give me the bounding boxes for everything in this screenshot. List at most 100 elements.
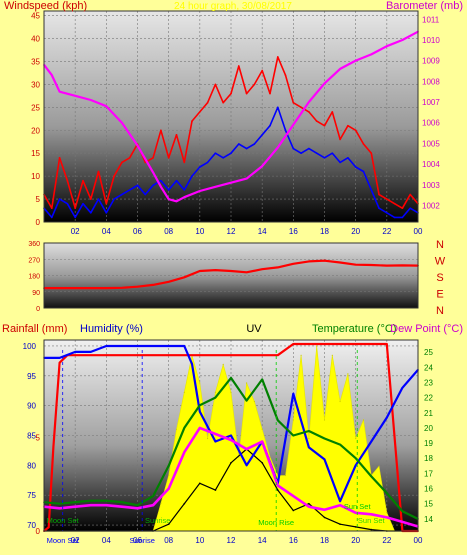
solar-line-point bbox=[339, 523, 341, 525]
wind_avg-line-point bbox=[175, 179, 178, 182]
dewpoint-line-point bbox=[136, 507, 139, 510]
direction-line-point bbox=[292, 263, 295, 265]
wind_avg-line-point bbox=[191, 175, 193, 177]
wind_avg-line-point bbox=[339, 161, 341, 164]
event-label: Moon Rise bbox=[258, 518, 294, 527]
uv-point bbox=[284, 474, 287, 477]
wind_gust-line-point bbox=[401, 207, 404, 209]
barometer-line-point bbox=[105, 105, 108, 107]
uv-point bbox=[386, 511, 388, 514]
dewpoint-line-point bbox=[354, 512, 357, 514]
dewpoint-line-point bbox=[261, 440, 264, 443]
direction-line-point bbox=[121, 287, 123, 289]
windspeed-tick-label: 20 bbox=[31, 126, 40, 135]
uv-point bbox=[292, 419, 294, 421]
humidity-ticks: 70 75 80 85 90 95 100 bbox=[23, 342, 37, 530]
windspeed-tick-label: 5 bbox=[36, 195, 41, 204]
solar-line-point bbox=[277, 489, 279, 491]
humidity-line-point bbox=[323, 458, 326, 461]
barometer-tick-label: 1009 bbox=[422, 57, 440, 66]
temperature-tick-label: 21 bbox=[424, 409, 433, 418]
temperature-line-point bbox=[386, 492, 388, 494]
solar-line-point bbox=[308, 502, 310, 505]
direction-line-point bbox=[230, 270, 232, 272]
barometer-tick-label: 1005 bbox=[422, 139, 440, 148]
wind_gust-line-point bbox=[58, 157, 61, 159]
windspeed-tick-label: 0 bbox=[36, 218, 41, 227]
wind_gust-line-point bbox=[51, 207, 53, 209]
wind_gust-line-point bbox=[105, 202, 108, 205]
direction-line-point bbox=[199, 270, 201, 272]
barometer-line-point bbox=[292, 124, 295, 126]
humidity-line-point bbox=[136, 345, 139, 347]
dewpoint-line-point bbox=[230, 439, 232, 441]
temperature-tick-label: 25 bbox=[424, 348, 433, 357]
wind_avg-line-point bbox=[74, 216, 76, 219]
wind_gust-line-point bbox=[230, 92, 232, 95]
wind_gust-line-point bbox=[347, 124, 349, 127]
rainfall-line-point bbox=[323, 343, 326, 345]
barometer-tick-label: 1008 bbox=[422, 77, 440, 86]
wind_avg-line-point bbox=[292, 147, 295, 150]
wind_avg-line-point bbox=[82, 202, 84, 205]
uv-point bbox=[316, 345, 318, 347]
wind_avg-line-point bbox=[152, 184, 154, 187]
temperature-ticks: 14 15 16 17 18 19 20 21 22 23 24 25 bbox=[424, 348, 433, 524]
wind_gust-line-point bbox=[339, 138, 341, 141]
direction-tick-label: 0 bbox=[36, 306, 40, 313]
wind_gust-line-point bbox=[300, 106, 302, 109]
solar-line-point bbox=[292, 509, 295, 512]
wind_avg-line-point bbox=[128, 189, 131, 191]
barometer-line-point bbox=[323, 82, 326, 85]
sun-moon-events bbox=[62, 350, 358, 531]
wind_avg-line-point bbox=[300, 152, 302, 154]
weather-x-tick-label: 14 bbox=[258, 536, 267, 545]
dewpoint-line-point bbox=[245, 448, 248, 450]
uv-point bbox=[175, 428, 178, 430]
dewpoint-line-point bbox=[386, 516, 388, 519]
wind_avg-line-point bbox=[323, 157, 326, 159]
uv-point bbox=[339, 400, 341, 403]
solar-line-point bbox=[354, 526, 357, 528]
wind_avg-line-point bbox=[401, 216, 404, 219]
humidity-line-point bbox=[245, 464, 248, 467]
wind_avg-line-point bbox=[113, 198, 115, 200]
temperature-line-point bbox=[261, 378, 264, 381]
direction-ticks: 0 90 180 270 360 bbox=[28, 241, 40, 313]
temperature-tick-label: 17 bbox=[424, 469, 433, 478]
event-ghost-label: Moon Set bbox=[47, 516, 80, 525]
wind-x-tick-label: 20 bbox=[351, 227, 360, 236]
event-ghost-label: Sun Set bbox=[358, 516, 386, 525]
weather-x-tick-label: 10 bbox=[195, 536, 204, 545]
dewpoint-line-point bbox=[74, 505, 76, 508]
wind-x-tick-label: 06 bbox=[133, 227, 142, 236]
rainfall-line-point bbox=[58, 361, 61, 364]
humidity-line-point bbox=[183, 345, 186, 347]
temperature-line-point bbox=[339, 443, 341, 446]
rainfall-line-point bbox=[277, 354, 279, 357]
solar-line-point bbox=[199, 482, 201, 485]
direction-plot-border bbox=[43, 242, 419, 309]
temperature-axis-label: Temperature (°C) bbox=[312, 323, 396, 335]
wind_gust-line-point bbox=[315, 120, 318, 122]
solar-line-point bbox=[370, 528, 373, 531]
compass-label: S bbox=[436, 272, 443, 284]
wind_avg-line-point bbox=[136, 184, 139, 187]
dewpoint-line-point bbox=[152, 504, 154, 507]
wind_avg-line-point bbox=[347, 157, 349, 159]
wind_avg-line-point bbox=[90, 212, 92, 214]
wind_avg-line-point bbox=[277, 106, 279, 109]
direction-line-point bbox=[323, 259, 326, 262]
uv-point bbox=[183, 391, 185, 393]
direction-line-point bbox=[354, 263, 357, 266]
humidity-line-point bbox=[167, 345, 170, 347]
humidity-line-point bbox=[354, 464, 357, 467]
barometer-line-point bbox=[160, 186, 162, 188]
dewpoint-line-point bbox=[199, 427, 201, 429]
wind_avg-line-point bbox=[222, 157, 224, 159]
direction-line-point bbox=[245, 271, 248, 274]
wind_gust-line-point bbox=[152, 157, 154, 159]
uv-point bbox=[207, 437, 209, 440]
direction-line-point bbox=[167, 281, 170, 283]
